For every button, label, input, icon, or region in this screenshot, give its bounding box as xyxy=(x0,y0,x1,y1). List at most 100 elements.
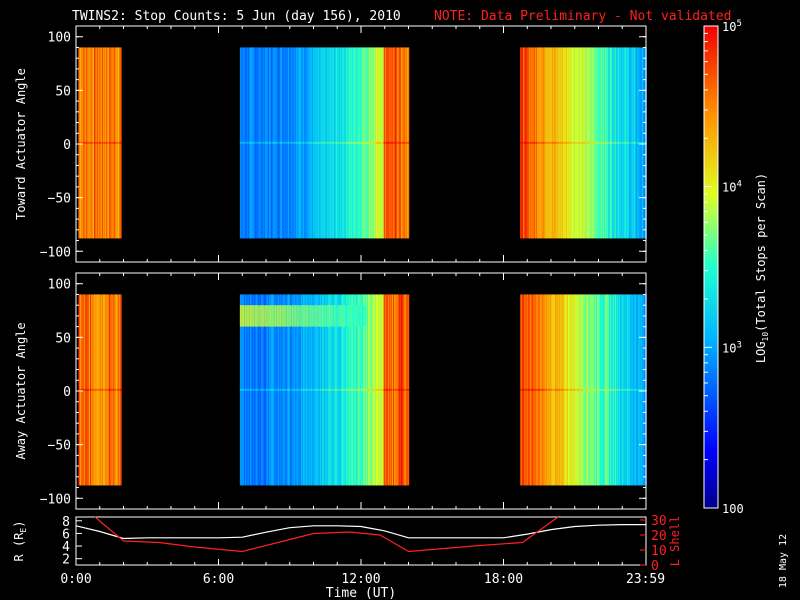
zero-angle-stripe xyxy=(398,388,400,391)
zero-angle-stripe xyxy=(323,141,325,144)
zero-angle-stripe xyxy=(116,388,119,391)
lshell-series-line xyxy=(94,516,559,553)
zero-angle-stripe xyxy=(340,388,342,391)
zero-angle-stripe xyxy=(298,141,300,144)
zero-angle-stripe xyxy=(329,141,331,144)
zero-angle-stripe xyxy=(622,388,624,391)
zero-angle-stripe xyxy=(98,388,100,391)
zero-angle-stripe xyxy=(373,388,375,391)
zero-angle-stripe xyxy=(107,388,109,391)
away-high-angle-band xyxy=(350,305,352,327)
zero-angle-stripe xyxy=(408,388,410,391)
zero-angle-stripe xyxy=(582,141,585,144)
zero-angle-stripe xyxy=(532,388,534,391)
zero-angle-stripe xyxy=(527,388,529,391)
zero-angle-stripe xyxy=(247,388,249,391)
zero-angle-stripe xyxy=(93,388,95,391)
zero-angle-stripe xyxy=(572,388,575,391)
zero-angle-stripe xyxy=(594,141,596,144)
away-high-angle-band xyxy=(299,305,301,327)
zero-angle-stripe xyxy=(630,141,632,144)
zero-angle-stripe xyxy=(401,388,403,391)
zero-angle-stripe xyxy=(348,388,350,391)
zero-angle-stripe xyxy=(570,141,572,144)
zero-angle-stripe xyxy=(642,388,644,391)
zero-angle-stripe xyxy=(363,141,366,144)
zero-angle-stripe xyxy=(87,141,89,144)
zero-angle-stripe xyxy=(535,388,537,391)
away-high-angle-band xyxy=(245,305,247,327)
zero-angle-stripe xyxy=(548,141,550,144)
zero-angle-stripe xyxy=(639,141,641,144)
zero-angle-stripe xyxy=(346,141,348,144)
zero-angle-stripe xyxy=(326,141,328,144)
zero-angle-stripe xyxy=(591,141,593,144)
zero-angle-stripe xyxy=(554,388,556,391)
zero-angle-stripe xyxy=(631,141,634,144)
zero-angle-stripe xyxy=(565,388,567,391)
zero-angle-stripe xyxy=(279,141,281,144)
zero-angle-stripe xyxy=(276,141,278,144)
zero-angle-stripe xyxy=(356,388,358,391)
zero-angle-stripe xyxy=(570,141,572,144)
zero-angle-stripe xyxy=(104,388,106,391)
zero-angle-stripe xyxy=(347,388,349,391)
zero-angle-stripe xyxy=(106,388,108,391)
zero-angle-stripe xyxy=(639,388,642,391)
away-high-angle-band xyxy=(283,305,285,327)
zero-angle-stripe xyxy=(250,141,252,144)
zero-angle-stripe xyxy=(560,388,562,391)
zero-angle-stripe xyxy=(629,141,631,144)
zero-angle-stripe xyxy=(520,388,523,391)
zero-angle-stripe xyxy=(300,141,302,144)
zero-angle-stripe xyxy=(593,141,595,144)
zero-angle-stripe xyxy=(252,388,254,391)
zero-angle-stripe xyxy=(349,388,351,391)
zero-angle-stripe xyxy=(392,141,394,144)
zero-angle-stripe xyxy=(341,141,343,144)
away-high-angle-band xyxy=(269,305,271,327)
zero-angle-stripe xyxy=(91,388,93,391)
zero-angle-stripe xyxy=(271,141,274,144)
zero-angle-stripe xyxy=(278,388,280,391)
away-high-angle-band xyxy=(332,305,334,327)
zero-angle-stripe xyxy=(116,141,119,144)
zero-angle-stripe xyxy=(356,141,358,144)
zero-angle-stripe xyxy=(636,141,638,144)
zero-angle-stripe xyxy=(370,388,372,391)
colorbar-tick-label: 100 xyxy=(722,502,744,516)
zero-angle-stripe xyxy=(257,388,259,391)
zero-angle-stripe xyxy=(606,388,608,391)
zero-angle-stripe xyxy=(562,141,565,144)
zero-angle-stripe xyxy=(636,388,639,391)
away-high-angle-band xyxy=(328,305,331,327)
zero-angle-stripe xyxy=(244,388,246,391)
zero-angle-stripe xyxy=(582,141,584,144)
zero-angle-stripe xyxy=(299,388,301,391)
x-tick-label: 6:00 xyxy=(203,572,234,587)
zero-angle-stripe xyxy=(552,388,554,391)
away-high-angle-band xyxy=(240,305,242,327)
zero-angle-stripe xyxy=(263,141,265,144)
zero-angle-stripe xyxy=(607,141,609,144)
zero-angle-stripe xyxy=(611,141,613,144)
chart-title: TWINS2: Stop Counts: 5 Jun (day 156), 20… xyxy=(72,9,401,24)
zero-angle-stripe xyxy=(263,388,265,391)
zero-angle-stripe xyxy=(532,141,535,144)
zero-angle-stripe xyxy=(566,388,568,391)
y-tick-label: −100 xyxy=(40,492,71,507)
zero-angle-stripe xyxy=(78,141,80,144)
away-high-angle-band xyxy=(324,305,326,327)
zero-angle-stripe xyxy=(264,141,267,144)
away-high-angle-band xyxy=(303,305,305,327)
zero-angle-stripe xyxy=(615,388,617,391)
zero-angle-stripe xyxy=(628,141,630,144)
zero-angle-stripe xyxy=(286,141,288,144)
zero-angle-stripe xyxy=(84,388,86,391)
zero-angle-stripe xyxy=(319,388,321,391)
zero-angle-stripe xyxy=(256,141,258,144)
zero-angle-stripe xyxy=(553,388,555,391)
zero-angle-stripe xyxy=(607,388,609,391)
zero-angle-stripe xyxy=(354,388,356,391)
away-high-angle-band xyxy=(254,305,257,327)
